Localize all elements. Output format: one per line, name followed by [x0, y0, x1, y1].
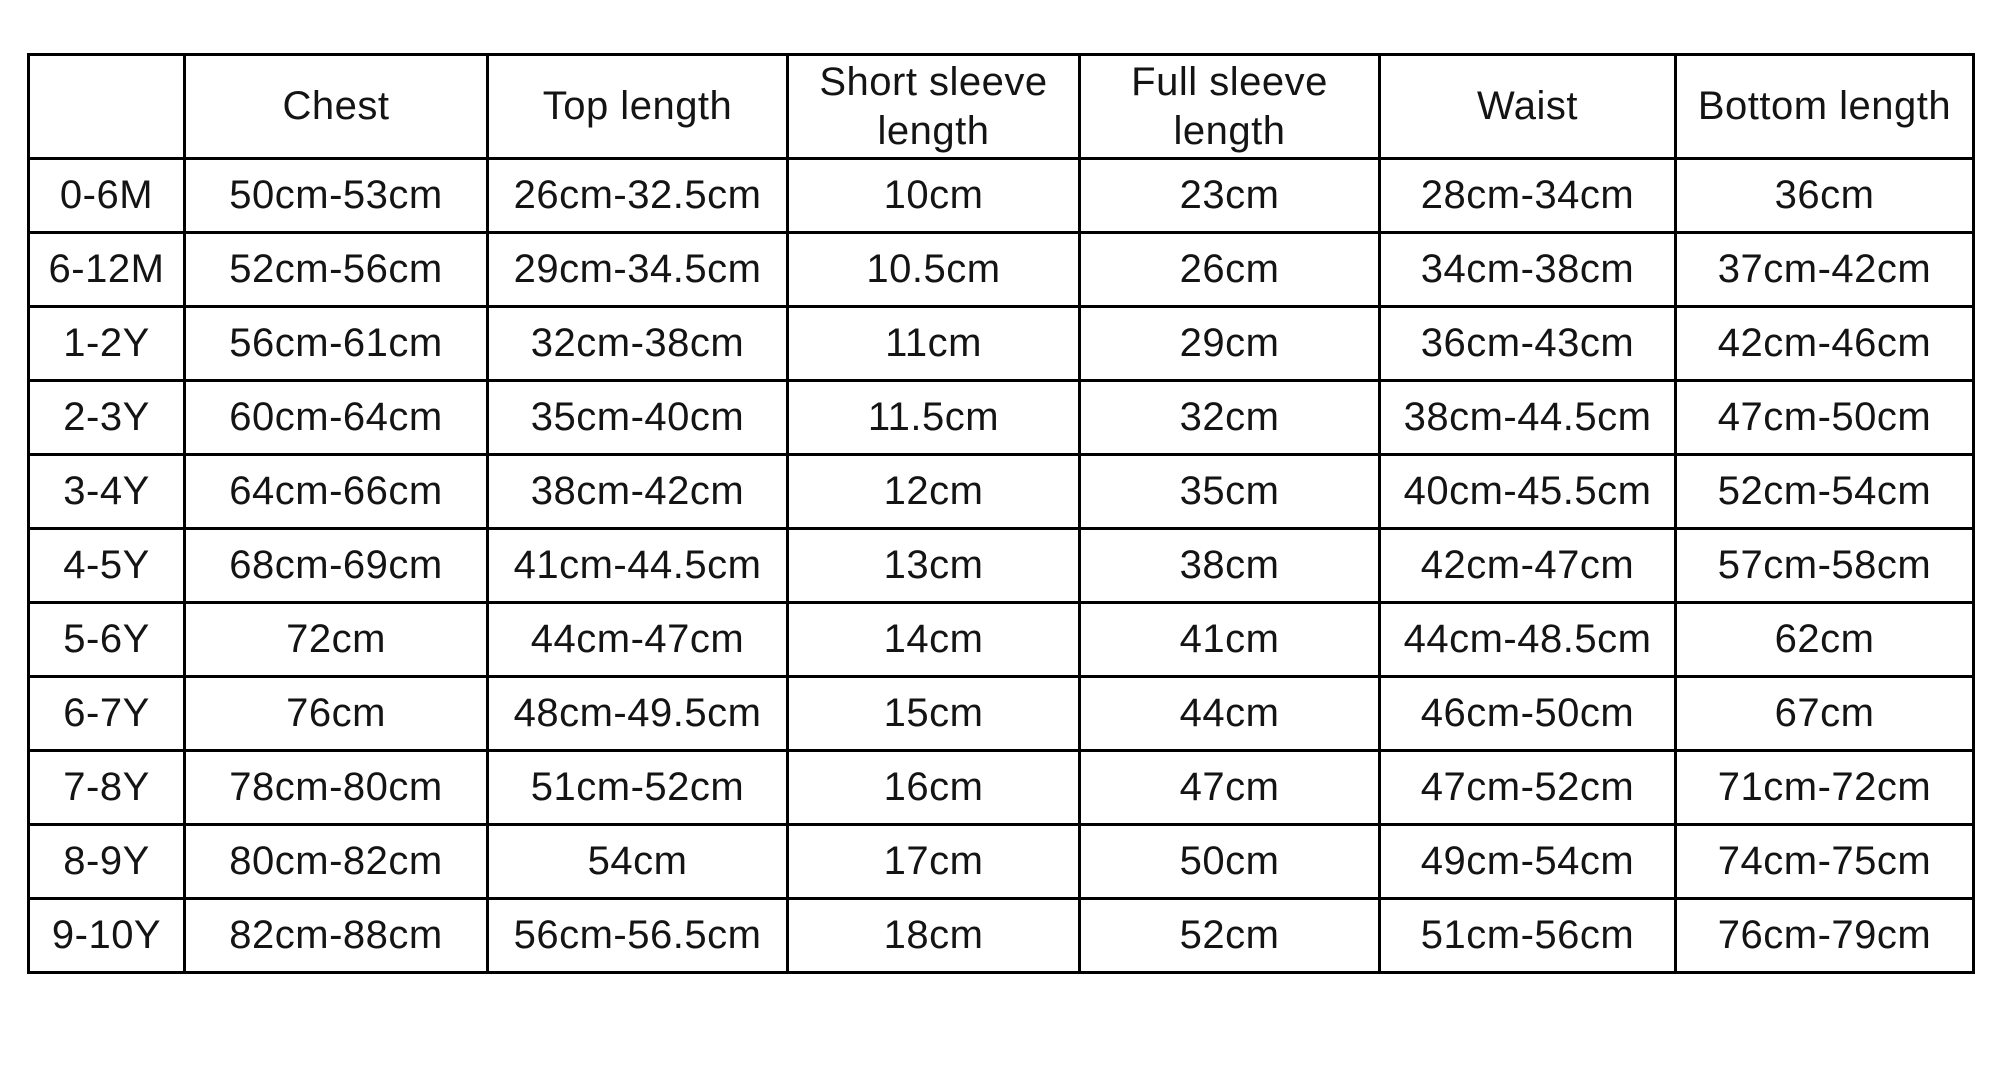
cell-full-sleeve-length: 26cm — [1078, 231, 1381, 308]
cell-full-sleeve-length: 23cm — [1078, 157, 1381, 234]
table-body: 0-6M 50cm-53cm 26cm-32.5cm 10cm 23cm 28cm-34c… — [27, 157, 1975, 974]
cell-waist: 46cm-50cm — [1378, 675, 1677, 752]
cell-top-length: 48cm-49.5cm — [486, 675, 789, 752]
cell-full-sleeve-length: 38cm — [1078, 527, 1381, 604]
cell-bottom-length: 42cm-46cm — [1674, 305, 1975, 382]
cell-chest: 56cm-61cm — [183, 305, 489, 382]
row-header-size: 1-2Y — [27, 305, 186, 382]
cell-waist: 47cm-52cm — [1378, 749, 1677, 826]
cell-chest: 78cm-80cm — [183, 749, 489, 826]
cell-bottom-length: 74cm-75cm — [1674, 823, 1975, 900]
cell-short-sleeve-length: 18cm — [786, 897, 1081, 974]
cell-short-sleeve-length: 15cm — [786, 675, 1081, 752]
cell-bottom-length: 71cm-72cm — [1674, 749, 1975, 826]
cell-short-sleeve-length: 16cm — [786, 749, 1081, 826]
cell-short-sleeve-length: 10cm — [786, 157, 1081, 234]
column-header-short-sleeve-length: Short sleeve length — [786, 53, 1081, 160]
cell-waist: 28cm-34cm — [1378, 157, 1677, 234]
column-header-chest: Chest — [183, 53, 489, 160]
cell-full-sleeve-length: 41cm — [1078, 601, 1381, 678]
column-header-bottom-length: Bottom length — [1674, 53, 1975, 160]
cell-bottom-length: 36cm — [1674, 157, 1975, 234]
cell-short-sleeve-length: 11cm — [786, 305, 1081, 382]
cell-chest: 50cm-53cm — [183, 157, 489, 234]
cell-short-sleeve-length: 13cm — [786, 527, 1081, 604]
column-header-top-length: Top length — [486, 53, 789, 160]
cell-short-sleeve-length: 11.5cm — [786, 379, 1081, 456]
cell-top-length: 29cm-34.5cm — [486, 231, 789, 308]
table-row: 2-3Y 60cm-64cm 35cm-40cm 11.5cm 32cm 38cm-44.… — [27, 379, 1975, 456]
table-row: 6-12M 52cm-56cm 29cm-34.5cm 10.5cm 26cm 34cm-… — [27, 231, 1975, 308]
table-row: 9-10Y 82cm-88cm 56cm-56.5cm 18cm 52cm 51cm-56… — [27, 897, 1975, 974]
cell-top-length: 32cm-38cm — [486, 305, 789, 382]
cell-chest: 64cm-66cm — [183, 453, 489, 530]
table-row: 8-9Y 80cm-82cm 54cm 17cm 50cm 49cm-54cm 74cm-7… — [27, 823, 1975, 900]
cell-top-length: 41cm-44.5cm — [486, 527, 789, 604]
table-row: 0-6M 50cm-53cm 26cm-32.5cm 10cm 23cm 28cm-34c… — [27, 157, 1975, 234]
cell-chest: 68cm-69cm — [183, 527, 489, 604]
cell-waist: 40cm-45.5cm — [1378, 453, 1677, 530]
row-header-size: 6-7Y — [27, 675, 186, 752]
cell-full-sleeve-length: 52cm — [1078, 897, 1381, 974]
cell-chest: 80cm-82cm — [183, 823, 489, 900]
cell-chest: 52cm-56cm — [183, 231, 489, 308]
cell-short-sleeve-length: 12cm — [786, 453, 1081, 530]
row-header-size: 0-6M — [27, 157, 186, 234]
cell-chest: 82cm-88cm — [183, 897, 489, 974]
table-row: 1-2Y 56cm-61cm 32cm-38cm 11cm 29cm 36cm-43cm 4… — [27, 305, 1975, 382]
cell-full-sleeve-length: 35cm — [1078, 453, 1381, 530]
cell-waist: 49cm-54cm — [1378, 823, 1677, 900]
row-header-size: 8-9Y — [27, 823, 186, 900]
cell-chest: 60cm-64cm — [183, 379, 489, 456]
cell-full-sleeve-length: 50cm — [1078, 823, 1381, 900]
table-row: 7-8Y 78cm-80cm 51cm-52cm 16cm 47cm 47cm-52cm 7… — [27, 749, 1975, 826]
cell-chest: 72cm — [183, 601, 489, 678]
column-header-full-sleeve-length: Full sleeve length — [1078, 53, 1381, 160]
row-header-size: 3-4Y — [27, 453, 186, 530]
table-row: 6-7Y 76cm 48cm-49.5cm 15cm 44cm 46cm-50cm 67cm — [27, 675, 1975, 752]
cell-bottom-length: 76cm-79cm — [1674, 897, 1975, 974]
cell-top-length: 56cm-56.5cm — [486, 897, 789, 974]
column-header-waist: Waist — [1378, 53, 1677, 160]
cell-waist: 42cm-47cm — [1378, 527, 1677, 604]
column-header-blank — [27, 53, 186, 160]
cell-waist: 36cm-43cm — [1378, 305, 1677, 382]
cell-short-sleeve-length: 17cm — [786, 823, 1081, 900]
cell-waist: 44cm-48.5cm — [1378, 601, 1677, 678]
cell-bottom-length: 67cm — [1674, 675, 1975, 752]
cell-waist: 51cm-56cm — [1378, 897, 1677, 974]
size-chart-table: Chest Top length Short sleeve length Full s… — [27, 53, 1975, 974]
cell-short-sleeve-length: 10.5cm — [786, 231, 1081, 308]
cell-bottom-length: 47cm-50cm — [1674, 379, 1975, 456]
cell-waist: 34cm-38cm — [1378, 231, 1677, 308]
header-row: Chest Top length Short sleeve length Full s… — [27, 53, 1975, 160]
table-row: 5-6Y 72cm 44cm-47cm 14cm 41cm 44cm-48.5cm 62cm — [27, 601, 1975, 678]
cell-top-length: 35cm-40cm — [486, 379, 789, 456]
cell-bottom-length: 62cm — [1674, 601, 1975, 678]
cell-top-length: 54cm — [486, 823, 789, 900]
cell-short-sleeve-length: 14cm — [786, 601, 1081, 678]
cell-full-sleeve-length: 32cm — [1078, 379, 1381, 456]
cell-full-sleeve-length: 44cm — [1078, 675, 1381, 752]
cell-bottom-length: 37cm-42cm — [1674, 231, 1975, 308]
cell-top-length: 26cm-32.5cm — [486, 157, 789, 234]
cell-chest: 76cm — [183, 675, 489, 752]
cell-full-sleeve-length: 29cm — [1078, 305, 1381, 382]
cell-bottom-length: 52cm-54cm — [1674, 453, 1975, 530]
row-header-size: 5-6Y — [27, 601, 186, 678]
row-header-size: 7-8Y — [27, 749, 186, 826]
cell-full-sleeve-length: 47cm — [1078, 749, 1381, 826]
cell-top-length: 51cm-52cm — [486, 749, 789, 826]
cell-waist: 38cm-44.5cm — [1378, 379, 1677, 456]
cell-top-length: 38cm-42cm — [486, 453, 789, 530]
cell-top-length: 44cm-47cm — [486, 601, 789, 678]
table-row: 4-5Y 68cm-69cm 41cm-44.5cm 13cm 38cm 42cm-47c… — [27, 527, 1975, 604]
row-header-size: 6-12M — [27, 231, 186, 308]
cell-bottom-length: 57cm-58cm — [1674, 527, 1975, 604]
row-header-size: 2-3Y — [27, 379, 186, 456]
row-header-size: 9-10Y — [27, 897, 186, 974]
row-header-size: 4-5Y — [27, 527, 186, 604]
table-row: 3-4Y 64cm-66cm 38cm-42cm 12cm 35cm 40cm-45.5c… — [27, 453, 1975, 530]
